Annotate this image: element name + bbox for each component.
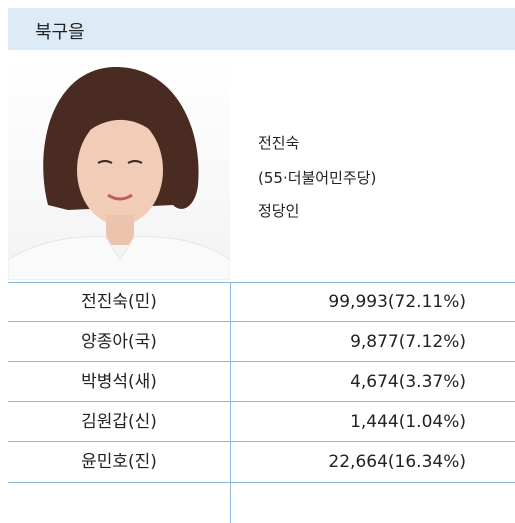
votes-cell: 99,993(72.11%)	[328, 292, 466, 312]
votes-cell: 9,877(7.12%)	[350, 332, 466, 352]
candidate-cell: 전진숙(민)	[81, 292, 157, 312]
votes-cell: 22,664(16.34%)	[328, 452, 466, 472]
row-line	[8, 482, 515, 483]
candidate-occupation: 정당인	[258, 202, 300, 220]
row-line	[8, 361, 515, 362]
candidate-cell: 양종아(국)	[81, 332, 157, 352]
district-title: 북구을	[35, 22, 85, 43]
row-line	[8, 401, 515, 402]
column-divider	[230, 282, 231, 523]
row-line	[8, 282, 515, 283]
candidate-name: 전진숙	[258, 134, 300, 152]
votes-cell: 1,444(1.04%)	[350, 412, 466, 432]
row-line	[8, 321, 515, 322]
candidate-cell: 박병석(새)	[81, 372, 157, 392]
candidate-cell: 김원갑(신)	[81, 412, 157, 432]
candidate-cell: 윤민호(진)	[81, 452, 157, 472]
candidate-photo	[8, 55, 230, 280]
candidate-detail: (55·더불어민주당)	[258, 169, 377, 187]
row-line	[8, 441, 515, 442]
votes-cell: 4,674(3.37%)	[350, 372, 466, 392]
header-bar: 북구을	[8, 8, 515, 50]
